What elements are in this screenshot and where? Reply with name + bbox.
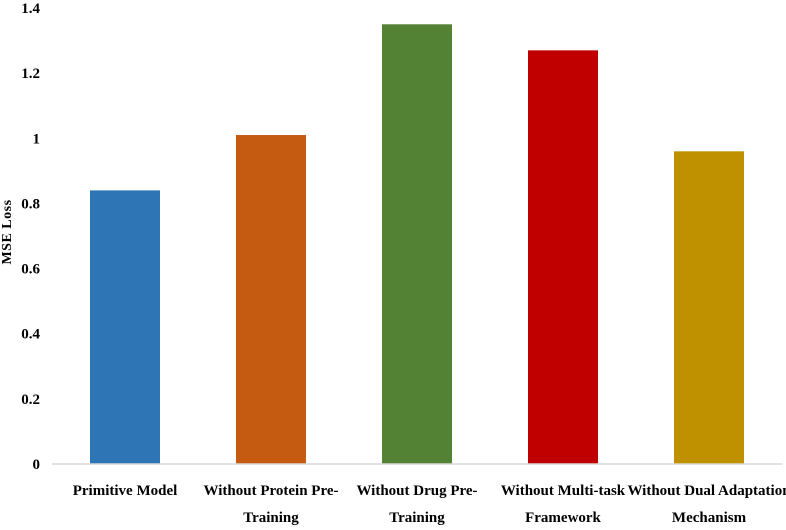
x-category-label: Mechanism [672, 510, 747, 526]
y-tick-label: 1.4 [21, 1, 40, 17]
bars [90, 24, 744, 465]
bar [90, 190, 160, 464]
bar [674, 151, 744, 465]
y-axis-title-group: MSE Loss [0, 199, 15, 264]
x-category-label: Training [243, 510, 299, 526]
bar [528, 50, 598, 464]
y-axis-title: MSE Loss [0, 199, 15, 264]
x-category-label: Without Protein Pre- [204, 483, 339, 499]
y-tick-label: 0.8 [21, 196, 40, 212]
y-tick-label: 0.4 [21, 327, 40, 343]
y-tick-label: 0 [33, 457, 41, 473]
y-tick-label: 0.2 [21, 392, 40, 408]
bar [382, 24, 452, 465]
x-category-label: Framework [525, 510, 601, 526]
x-category-label: Training [389, 510, 445, 526]
x-category-label: Without Multi-task [501, 483, 626, 499]
y-axis-ticks: 0 0.2 0.4 0.6 0.8 1 1.2 1.4 [21, 1, 40, 473]
x-axis-category-labels: Primitive Model Without Protein Pre- Train… [73, 483, 786, 526]
y-tick-label: 0.6 [21, 262, 40, 278]
y-tick-label: 1.2 [21, 66, 40, 82]
x-category-label: Without Dual Adaptation [627, 483, 786, 499]
x-category-label: Without Drug Pre- [356, 483, 477, 499]
y-tick-label: 1 [33, 131, 41, 147]
x-category-label: Primitive Model [73, 483, 178, 499]
bar [236, 135, 306, 464]
